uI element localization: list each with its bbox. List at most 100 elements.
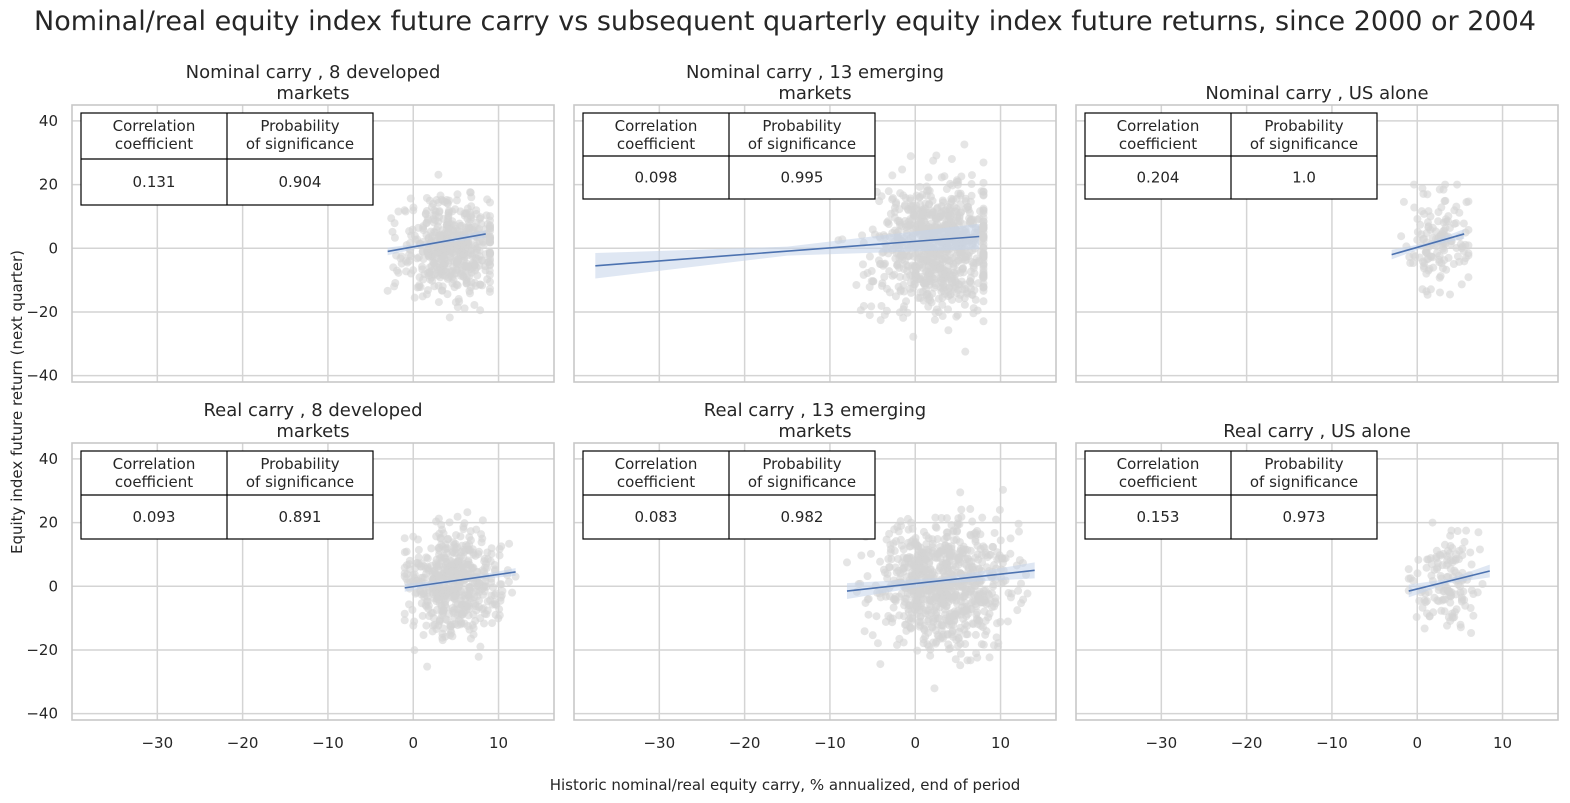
scatter-point xyxy=(939,286,948,295)
scatter-point xyxy=(422,621,431,630)
scatter-point xyxy=(472,210,481,219)
scatter-point xyxy=(918,260,927,269)
scatter-point xyxy=(445,518,454,527)
scatter-point xyxy=(438,525,447,534)
scatter-point xyxy=(973,653,982,662)
probability-value: 0.995 xyxy=(781,169,824,187)
scatter-point xyxy=(1435,288,1444,297)
scatter-point xyxy=(456,532,465,541)
scatter-point xyxy=(953,213,962,222)
axes-frame xyxy=(573,104,1057,383)
scatter-point xyxy=(1443,621,1452,630)
scatter-point xyxy=(867,302,876,311)
scatter-point xyxy=(901,620,910,629)
scatter-point xyxy=(1462,526,1471,535)
x-tick-label: 10 xyxy=(991,734,1010,752)
scatter-point xyxy=(1434,217,1443,226)
scatter-point xyxy=(418,292,427,301)
scatter-point xyxy=(406,194,415,203)
x-tick-label: −20 xyxy=(227,734,259,752)
scatter-point xyxy=(965,557,974,566)
header-probability-line2: of significance xyxy=(246,473,354,491)
scatter-point xyxy=(928,211,937,220)
scatter-point xyxy=(457,593,466,602)
scatter-point xyxy=(401,257,410,266)
scatter-point xyxy=(1397,232,1406,241)
scatter-point xyxy=(495,605,504,614)
scatter-point xyxy=(429,614,438,623)
scatter-point xyxy=(971,528,980,537)
scatter-point xyxy=(957,277,966,286)
y-tick-label: 40 xyxy=(39,112,58,130)
scatter-point xyxy=(920,279,929,288)
scatter-point xyxy=(473,271,482,280)
scatter-point xyxy=(400,609,409,618)
y-tick-label: −40 xyxy=(26,705,58,723)
scatter-point xyxy=(960,140,969,149)
scatter-point xyxy=(486,284,495,293)
scatter-point xyxy=(876,660,885,669)
scatter-point xyxy=(990,528,999,537)
scatter-point xyxy=(967,191,976,200)
scatter-point xyxy=(895,216,904,225)
scatter-point xyxy=(1448,544,1457,553)
scatter-point xyxy=(1435,550,1444,559)
y-tick-label: −40 xyxy=(26,367,58,385)
scatter-point xyxy=(474,652,483,661)
scatter-point xyxy=(443,199,452,208)
scatter-point xyxy=(964,202,973,211)
header-probability: Probability xyxy=(1264,455,1343,473)
scatter-point xyxy=(923,617,932,626)
scatter-point xyxy=(410,293,419,302)
scatter-point xyxy=(390,219,399,228)
scatter-point xyxy=(938,621,947,630)
scatter-point xyxy=(434,170,443,179)
scatter-point xyxy=(949,526,958,535)
scatter-point xyxy=(422,219,431,228)
scatter-point xyxy=(882,218,891,227)
scatter-point xyxy=(480,567,489,576)
scatter-point xyxy=(998,554,1007,563)
x-tick-label: 0 xyxy=(408,734,418,752)
scatter-point xyxy=(904,538,913,547)
scatter-point xyxy=(954,256,963,265)
scatter-point xyxy=(1433,563,1442,572)
scatter-point xyxy=(478,516,487,525)
scatter-point xyxy=(961,585,970,594)
scatter-point xyxy=(904,525,913,534)
scatter-point xyxy=(906,271,915,280)
scatter-point xyxy=(899,545,908,554)
header-correlation: Correlation xyxy=(1117,117,1200,135)
scatter-point xyxy=(470,259,479,268)
scatter-point xyxy=(966,273,975,282)
scatter-point xyxy=(1466,604,1475,613)
scatter-point xyxy=(1423,190,1432,199)
header-correlation-line2: coefficient xyxy=(617,473,695,491)
scatter-point xyxy=(979,178,988,187)
scatter-points xyxy=(400,508,520,671)
scatter-point xyxy=(452,258,461,267)
scatter-point xyxy=(419,275,428,284)
scatter-point xyxy=(1418,184,1427,193)
scatter-point xyxy=(438,633,447,642)
scatter-point xyxy=(1475,545,1484,554)
panel-title: Nominal carry , US alone xyxy=(1205,83,1428,104)
scatter-point xyxy=(1460,537,1469,546)
scatter-point xyxy=(1449,556,1458,565)
scatter-point xyxy=(456,207,465,216)
scatter-point xyxy=(910,208,919,217)
scatter-point xyxy=(979,297,988,306)
scatter-point xyxy=(979,283,988,292)
scatter-point xyxy=(426,244,435,253)
scatter-point xyxy=(931,308,940,317)
scatter-point xyxy=(937,548,946,557)
scatter-point xyxy=(940,605,949,614)
scatter-point xyxy=(909,572,918,581)
scatter-point xyxy=(969,261,978,270)
scatter-point xyxy=(888,614,897,623)
scatter-point xyxy=(463,262,472,271)
scatter-point xyxy=(879,260,888,269)
scatter-point xyxy=(931,513,940,522)
scatter-point xyxy=(884,187,893,196)
scatter-point xyxy=(1452,202,1461,211)
